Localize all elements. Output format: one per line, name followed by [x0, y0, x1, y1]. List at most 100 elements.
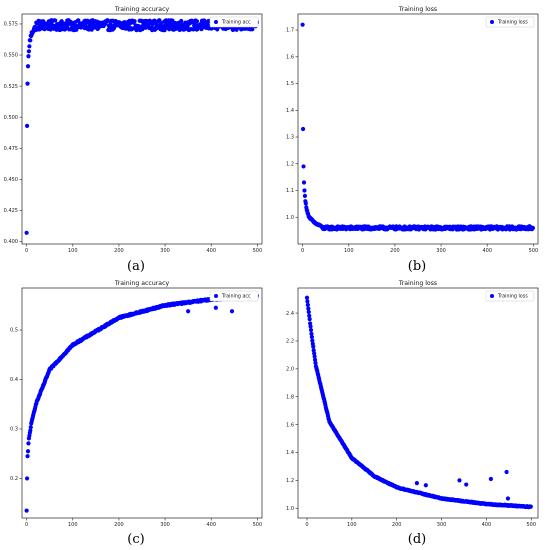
legend-marker [214, 294, 218, 298]
data-point [504, 469, 509, 475]
y-tick-label: 2.0 [286, 367, 294, 373]
x-tick-label: 200 [114, 248, 124, 254]
data-point [26, 54, 31, 59]
data-point [215, 27, 220, 32]
data-point [464, 482, 469, 487]
chart-title: Training loss [398, 280, 437, 287]
x-tick-label: 100 [347, 522, 357, 528]
data-point [528, 504, 533, 509]
y-tick-label: 1.6 [286, 54, 294, 60]
y-tick-label: 1.2 [286, 161, 294, 167]
data-point [307, 316, 312, 322]
data-point [310, 338, 315, 343]
data-point [308, 324, 313, 329]
legend-box [485, 16, 535, 28]
y-tick-label: 1.4 [286, 108, 294, 114]
legend-marker [214, 20, 218, 24]
data-point [309, 334, 315, 340]
y-tick-label: 0.500 [4, 115, 18, 121]
data-point [505, 496, 511, 501]
data-point [308, 327, 314, 333]
legend-box [209, 290, 259, 302]
x-tick-label: 100 [68, 522, 78, 528]
y-tick-label: 0.475 [4, 146, 18, 152]
x-tick-label: 300 [437, 522, 447, 528]
x-tick-label: 0 [301, 248, 304, 254]
data-point [308, 321, 313, 326]
y-tick-label: 0.575 [4, 22, 18, 28]
x-tick-label: 500 [526, 522, 536, 528]
y-tick-label: 1.7 [286, 28, 294, 34]
data-point [530, 225, 536, 231]
data-point [105, 18, 110, 23]
x-tick-label: 200 [392, 522, 402, 528]
y-tick-label: 1.1 [286, 188, 294, 194]
data-point [309, 331, 314, 336]
caption-d: (d) [408, 532, 426, 547]
data-point [313, 360, 318, 366]
data-point [305, 302, 310, 308]
data-point [25, 64, 31, 69]
chart-title: Training accuracy [114, 280, 170, 287]
y-tick-label: 0.3 [10, 427, 18, 433]
y-tick-label: 0.2 [10, 476, 18, 482]
data-point [305, 299, 310, 304]
data-point [27, 44, 32, 49]
panel-d: Training loss 0 100 200 300 400 500 1.0 1.2 1.4 1.… [286, 280, 539, 528]
data-point [28, 425, 33, 430]
data-point [457, 478, 462, 483]
x-tick-label: 500 [253, 522, 263, 528]
x-tick-label: 100 [344, 248, 354, 254]
x-tick-label: 500 [529, 248, 539, 254]
data-point [302, 188, 307, 193]
y-tick-label: 0.525 [4, 84, 18, 90]
plot-frame [297, 287, 539, 519]
panel-b: Training loss 0 100 200 300 400 500 1.0 1.1 1.2 1.… [286, 6, 539, 254]
x-tick-label: 0 [25, 248, 28, 254]
data-point [423, 483, 428, 488]
panel-c: Training accuracy 0 100 200 300 400 500 0.2 0.3 0… [10, 280, 263, 528]
data-point [24, 508, 29, 513]
data-point [26, 441, 31, 446]
data-point [25, 449, 31, 454]
y-tick-label: 1.3 [286, 135, 294, 141]
data-point [179, 18, 184, 24]
data-point [306, 309, 311, 315]
y-tick-label: 1.2 [286, 478, 294, 484]
data-point [53, 18, 58, 23]
data-point [24, 476, 30, 481]
caption-a: (a) [127, 259, 145, 274]
data-point [199, 27, 204, 32]
x-tick-label: 300 [436, 248, 446, 254]
legend-marker [490, 294, 494, 298]
data-point [488, 476, 493, 482]
y-tick-label: 1.5 [286, 81, 294, 87]
y-tick-label: 1.8 [286, 394, 294, 400]
legend-marker [490, 20, 494, 24]
x-tick-label: 400 [482, 248, 492, 254]
caption-c: (c) [127, 532, 144, 547]
x-tick-label: 300 [160, 248, 170, 254]
data-point [28, 38, 33, 43]
data-point [302, 193, 308, 198]
data-point [25, 454, 30, 459]
data-point [303, 201, 308, 206]
y-tick-label: 1.4 [286, 450, 294, 456]
data-point [312, 357, 318, 362]
data-point [312, 351, 317, 356]
data-point [307, 313, 312, 318]
chart-title: Training loss [398, 6, 437, 13]
data-point [304, 295, 310, 300]
plot-frame [21, 287, 263, 519]
data-point [306, 306, 311, 311]
legend-box [485, 290, 535, 302]
plot-frame [297, 13, 539, 245]
x-tick-label: 500 [253, 248, 263, 254]
caption-b: (b) [408, 259, 426, 274]
x-tick-label: 400 [206, 522, 216, 528]
y-tick-label: 1.6 [286, 422, 294, 428]
y-tick-label: 0.400 [4, 239, 18, 245]
data-point [26, 49, 32, 54]
data-point [300, 22, 305, 27]
data-point [414, 481, 419, 486]
